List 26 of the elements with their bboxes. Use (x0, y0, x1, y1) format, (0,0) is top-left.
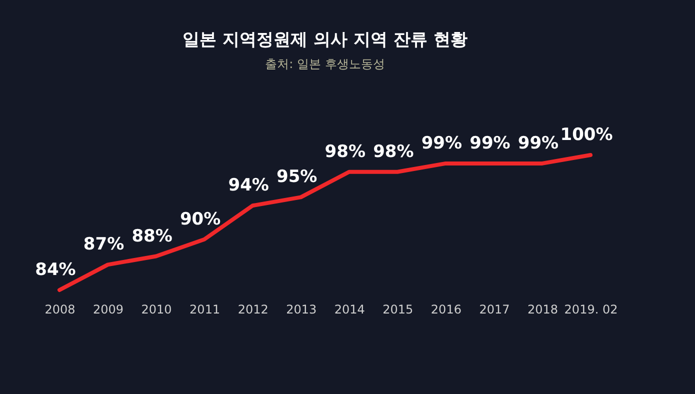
data-label: 98% (324, 142, 366, 162)
x-tick-label: 2013 (286, 302, 317, 316)
x-tick-label: 2009 (92, 302, 124, 316)
data-label: 94% (228, 176, 269, 196)
data-label: 99% (470, 133, 510, 154)
x-tick-label: 2017 (479, 302, 510, 316)
x-tick-label: 2018 (527, 302, 558, 316)
data-label: 100% (560, 125, 613, 145)
data-label: 99% (518, 133, 559, 154)
data-label: 84% (35, 260, 76, 280)
x-tick-label: 2011 (190, 302, 220, 316)
data-label: 98% (373, 142, 414, 162)
data-label: 90% (180, 209, 221, 230)
data-label: 95% (276, 167, 318, 188)
x-tick-label: 2012 (238, 302, 268, 316)
data-label: 99% (421, 133, 462, 154)
x-tick-label: 2019. 02 (564, 302, 618, 316)
x-tick-label: 2014 (334, 302, 365, 316)
chart-subtitle: 출처: 일본 후생노동성 (265, 57, 385, 71)
x-tick-label: 2008 (44, 302, 76, 316)
data-label: 87% (83, 234, 124, 255)
x-tick-label: 2010 (141, 302, 172, 316)
data-label: 88% (132, 226, 172, 246)
chart-title: 일본 지역정원제 의사 지역 잔류 현황 (182, 30, 468, 50)
x-tick-label: 2016 (430, 302, 462, 316)
x-tick-label: 2015 (382, 302, 414, 316)
